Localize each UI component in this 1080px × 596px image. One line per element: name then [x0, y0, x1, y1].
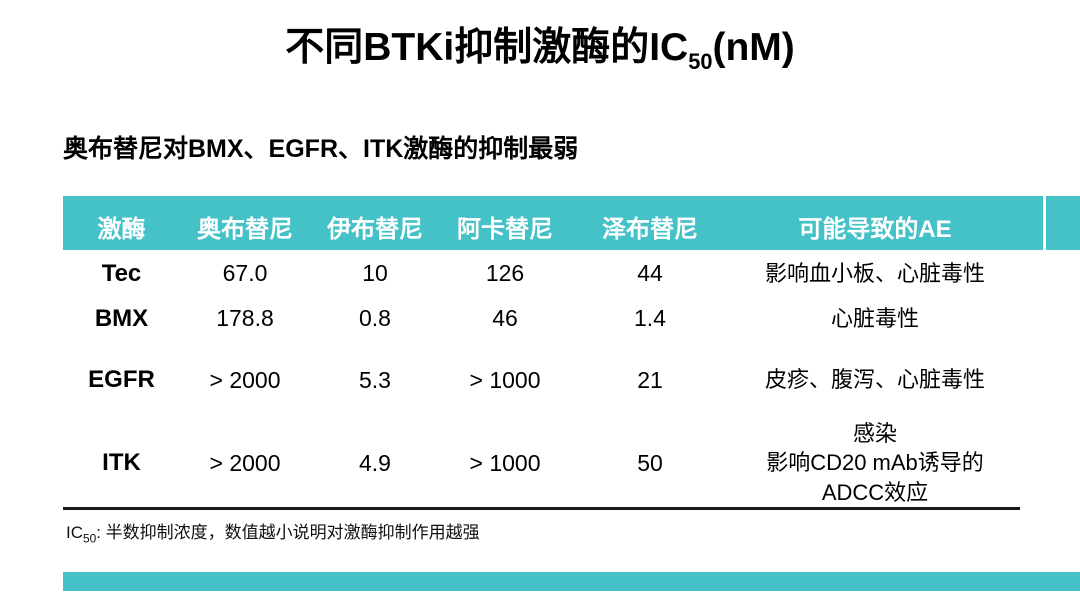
cell-orelabrutinib: > 2000 [209, 366, 281, 393]
table-bottom-border [63, 507, 1020, 510]
title-subscript: 50 [688, 48, 713, 74]
ae-line: 皮疹、腹泻、心脏毒性 [764, 367, 985, 393]
table-row-tec: Tec 67.0 10 126 44 影响血小板、心脏毒性 [63, 251, 1020, 296]
footer-accent-bar [63, 572, 1080, 591]
title-unit: (nM) [712, 26, 795, 69]
column-header-ibrutinib: 伊布替尼 [327, 216, 423, 243]
cell-acalabrutinib: > 1000 [469, 449, 541, 476]
column-header-kinase: 激酶 [97, 216, 146, 243]
footnote-text: : 半数抑制浓度，数值越小说明对激酶抑制作用越强 [96, 523, 480, 542]
ae-line: ADCC效应 [821, 479, 929, 505]
slide-subtitle: 奥布替尼对BMX、EGFR、ITK激酶的抑制最弱 [63, 135, 579, 163]
table-body: Tec 67.0 10 126 44 影响血小板、心脏毒性 BMX 178.8 … [63, 251, 1020, 507]
table-row-egfr: EGFR > 2000 5.3 > 1000 21 皮疹、腹泻、心脏毒性 [63, 341, 1020, 419]
ae-line: 影响CD20 mAb诱导的 [766, 450, 984, 476]
cell-adverse-events: 感染 影响CD20 mAb诱导的 ADCC效应 [730, 419, 1020, 506]
cell-zanubrutinib: 50 [637, 449, 663, 476]
footnote: IC50: 半数抑制浓度，数值越小说明对激酶抑制作用越强 [66, 518, 480, 545]
cell-acalabrutinib: 126 [485, 260, 525, 286]
cell-ibrutinib: 0.8 [359, 305, 391, 331]
cell-zanubrutinib: 21 [637, 366, 663, 393]
cell-zanubrutinib: 1.4 [634, 305, 666, 331]
table-row-bmx: BMX 178.8 0.8 46 1.4 心脏毒性 [63, 296, 1020, 341]
cell-orelabrutinib: > 2000 [209, 449, 281, 476]
cell-kinase: ITK [102, 449, 141, 476]
cell-ibrutinib: 5.3 [359, 366, 391, 393]
header-seam-divider [1043, 196, 1046, 250]
ae-line: 心脏毒性 [830, 305, 919, 331]
cell-ibrutinib: 10 [362, 260, 388, 286]
ae-line: 影响血小板、心脏毒性 [764, 260, 985, 286]
cell-ibrutinib: 4.9 [359, 449, 391, 476]
cell-acalabrutinib: 46 [492, 305, 518, 331]
cell-adverse-events: 影响血小板、心脏毒性 [730, 259, 1020, 288]
cell-acalabrutinib: > 1000 [469, 366, 541, 393]
footnote-subscript: 50 [83, 531, 97, 546]
header-filler [1020, 244, 1080, 250]
cell-adverse-events: 皮疹、腹泻、心脏毒性 [730, 365, 1020, 394]
table-header-row: 激酶 奥布替尼 伊布替尼 阿卡替尼 泽布替尼 可能导致的AE [63, 196, 1080, 250]
cell-zanubrutinib: 44 [637, 260, 663, 286]
page-title: 不同BTKi抑制激酶的IC50(nM) [0, 16, 1080, 75]
cell-orelabrutinib: 178.8 [216, 305, 274, 331]
column-header-acalabrutinib: 阿卡替尼 [457, 216, 553, 243]
column-header-ae: 可能导致的AE [798, 216, 952, 243]
title-text: 不同BTKi抑制激酶的IC [285, 26, 689, 69]
column-header-orelabrutinib: 奥布替尼 [197, 216, 293, 243]
cell-orelabrutinib: 67.0 [222, 260, 268, 286]
cell-kinase: Tec [101, 259, 142, 287]
cell-kinase: BMX [94, 304, 149, 332]
table-row-itk: ITK > 2000 4.9 > 1000 50 感染 影响CD20 mAb诱导… [63, 419, 1020, 507]
ae-line: 感染 [852, 421, 897, 447]
cell-adverse-events: 心脏毒性 [730, 304, 1020, 333]
footnote-prefix: IC [66, 523, 83, 542]
cell-kinase: EGFR [88, 366, 155, 393]
column-header-zanubrutinib: 泽布替尼 [602, 216, 698, 243]
